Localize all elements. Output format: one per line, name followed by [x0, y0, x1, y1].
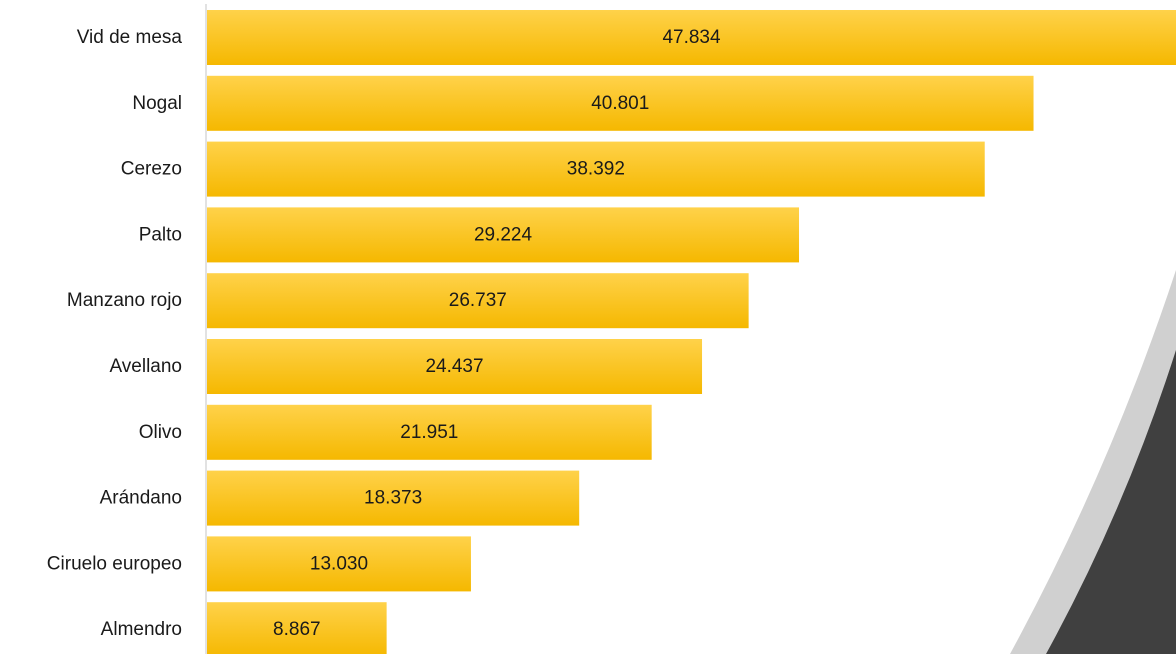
bar-4 [207, 273, 749, 329]
bars-layer: Vid de mesa 47.834 Nogal 40.801 Cerezo 38.392… [47, 10, 1176, 654]
data-label: 8.867 [273, 619, 321, 640]
category-label: Nogal [132, 93, 182, 114]
category-label: Avellano [109, 356, 182, 377]
category-label: Arándano [100, 488, 182, 509]
category-label: Almendro [101, 619, 182, 640]
data-label: 24.437 [425, 356, 483, 377]
data-label: 29.224 [474, 224, 533, 245]
bar-1 [207, 75, 1034, 131]
data-label: 40.801 [591, 93, 649, 114]
data-label: 18.373 [364, 488, 422, 509]
bar-5 [207, 339, 703, 394]
data-label: 38.392 [567, 159, 625, 180]
category-label: Manzano rojo [67, 290, 182, 311]
data-label: 47.834 [662, 27, 721, 48]
category-label: Palto [139, 224, 182, 245]
decor-arc-dark [1046, 350, 1176, 654]
category-label: Vid de mesa [77, 27, 183, 48]
bar-9 [207, 602, 387, 654]
bar-3 [207, 207, 800, 263]
bar-7 [207, 470, 580, 526]
bar-2 [207, 141, 985, 197]
bar-0 [207, 10, 1176, 65]
category-label: Ciruelo europeo [47, 553, 182, 574]
data-label: 26.737 [449, 290, 507, 311]
category-label: Cerezo [121, 159, 182, 180]
data-label: 13.030 [310, 553, 368, 574]
bar-6 [207, 404, 652, 460]
category-label: Olivo [139, 422, 182, 443]
bar-8 [207, 536, 471, 592]
data-label: 21.951 [400, 422, 458, 443]
